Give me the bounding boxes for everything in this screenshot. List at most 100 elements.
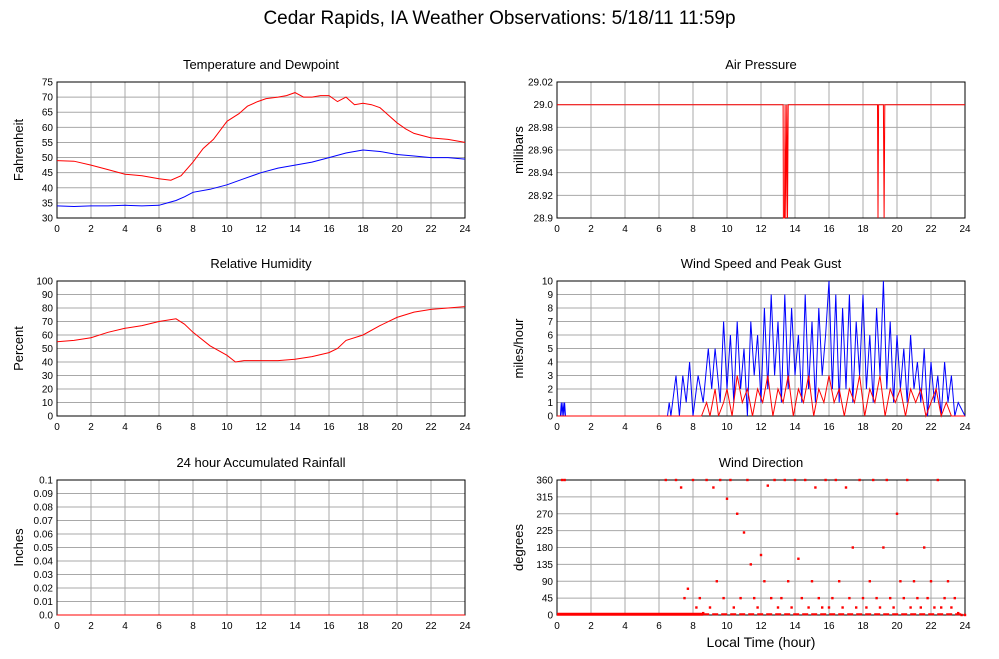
x-tick-label: 2 bbox=[588, 621, 594, 632]
data-point bbox=[848, 596, 851, 600]
x-tick-label: 14 bbox=[289, 621, 301, 632]
x-tick-label: 2 bbox=[88, 224, 94, 235]
data-point bbox=[827, 606, 831, 609]
data-point bbox=[742, 531, 746, 534]
y-tick-label: 0.03 bbox=[34, 570, 54, 581]
data-point bbox=[855, 606, 858, 609]
data-point bbox=[732, 606, 735, 609]
chart-title: 24 hour Accumulated Rainfall bbox=[176, 455, 345, 470]
y-tick-label: 10 bbox=[542, 277, 554, 288]
y-tick-label: 9 bbox=[547, 290, 553, 301]
x-tick-label: 10 bbox=[221, 422, 233, 433]
data-point bbox=[749, 563, 752, 566]
x-tick-label: 18 bbox=[357, 224, 369, 235]
y-tick-label: 28.9 bbox=[534, 214, 554, 225]
data-point bbox=[705, 478, 708, 482]
data-point bbox=[814, 486, 817, 489]
data-point bbox=[800, 596, 803, 600]
y-tick-label: 28.94 bbox=[528, 168, 553, 179]
x-tick-label: 0 bbox=[54, 422, 60, 433]
y-tick-label: 1 bbox=[547, 398, 553, 409]
data-point bbox=[940, 606, 943, 609]
y-tick-label: 270 bbox=[536, 509, 553, 520]
x-tick-label: 16 bbox=[323, 422, 335, 433]
y-tick-label: 29.0 bbox=[534, 100, 554, 111]
y-tick-label: 75 bbox=[42, 78, 54, 89]
x-tick-label: 18 bbox=[357, 621, 369, 632]
data-point bbox=[691, 478, 695, 482]
x-tick-label: 0 bbox=[554, 621, 560, 632]
data-point bbox=[560, 478, 564, 482]
x-tick-label: 2 bbox=[88, 621, 94, 632]
data-point bbox=[817, 596, 820, 600]
x-tick-label: 14 bbox=[789, 621, 801, 632]
y-tick-label: 0.02 bbox=[34, 584, 54, 595]
y-tick-label: 0.05 bbox=[34, 543, 54, 554]
x-tick-label: 2 bbox=[88, 422, 94, 433]
x-tick-label: 0 bbox=[54, 621, 60, 632]
data-point bbox=[909, 606, 912, 609]
x-tick-label: 6 bbox=[656, 422, 662, 433]
y-tick-label: 0 bbox=[47, 412, 53, 423]
data-point bbox=[943, 596, 946, 600]
data-point bbox=[865, 606, 868, 609]
y-tick-label: 50 bbox=[42, 344, 54, 355]
x-tick-label: 8 bbox=[690, 621, 696, 632]
data-point bbox=[936, 478, 939, 482]
x-tick-label: 24 bbox=[459, 422, 471, 433]
x-tick-label: 12 bbox=[255, 621, 267, 632]
data-point bbox=[831, 596, 834, 600]
x-tick-label: 2 bbox=[588, 422, 594, 433]
y-tick-label: 2 bbox=[547, 385, 553, 396]
x-tick-label: 18 bbox=[357, 422, 369, 433]
y-axis-label: miles/hour bbox=[511, 318, 526, 379]
y-tick-label: 10 bbox=[42, 398, 54, 409]
x-tick-label: 24 bbox=[959, 422, 971, 433]
x-tick-label: 20 bbox=[391, 621, 403, 632]
y-tick-label: 90 bbox=[42, 290, 54, 301]
data-point bbox=[807, 606, 810, 609]
x-tick-label: 12 bbox=[755, 422, 767, 433]
x-tick-label: 6 bbox=[656, 621, 662, 632]
y-tick-label: 360 bbox=[536, 476, 553, 487]
data-point bbox=[793, 478, 797, 482]
y-tick-label: 70 bbox=[42, 93, 54, 104]
data-point bbox=[946, 580, 950, 583]
y-tick-label: 4 bbox=[547, 358, 553, 369]
x-tick-label: 12 bbox=[755, 621, 767, 632]
y-tick-label: 30 bbox=[42, 214, 54, 225]
x-tick-label: 16 bbox=[823, 224, 835, 235]
y-tick-label: 40 bbox=[42, 358, 54, 369]
data-point bbox=[695, 606, 698, 609]
y-tick-label: 0.04 bbox=[34, 557, 54, 568]
x-tick-label: 22 bbox=[425, 224, 437, 235]
y-tick-label: 0.07 bbox=[34, 516, 54, 527]
y-tick-label: 0.08 bbox=[34, 503, 54, 514]
data-point bbox=[841, 606, 844, 609]
y-tick-label: 8 bbox=[547, 304, 553, 315]
data-point bbox=[953, 596, 956, 600]
x-tick-label: 14 bbox=[789, 422, 801, 433]
x-tick-label: 8 bbox=[690, 224, 696, 235]
x-tick-label: 6 bbox=[156, 422, 162, 433]
x-tick-label: 2 bbox=[588, 224, 594, 235]
y-tick-label: 0.1 bbox=[39, 476, 53, 487]
x-tick-label: 8 bbox=[190, 224, 196, 235]
data-point bbox=[674, 478, 678, 482]
data-point bbox=[834, 478, 837, 482]
x-tick-label: 4 bbox=[622, 224, 628, 235]
data-point bbox=[722, 596, 725, 600]
data-point bbox=[906, 478, 909, 482]
y-tick-label: 0.09 bbox=[34, 489, 54, 500]
y-tick-label: 45 bbox=[42, 168, 54, 179]
y-tick-label: 29.02 bbox=[528, 78, 553, 89]
data-point bbox=[770, 596, 773, 600]
chart-title: Wind Direction bbox=[719, 455, 804, 470]
series-line bbox=[557, 375, 965, 418]
chart-title: Relative Humidity bbox=[210, 256, 312, 271]
y-axis-label: Inches bbox=[11, 528, 26, 567]
data-point bbox=[712, 486, 715, 489]
